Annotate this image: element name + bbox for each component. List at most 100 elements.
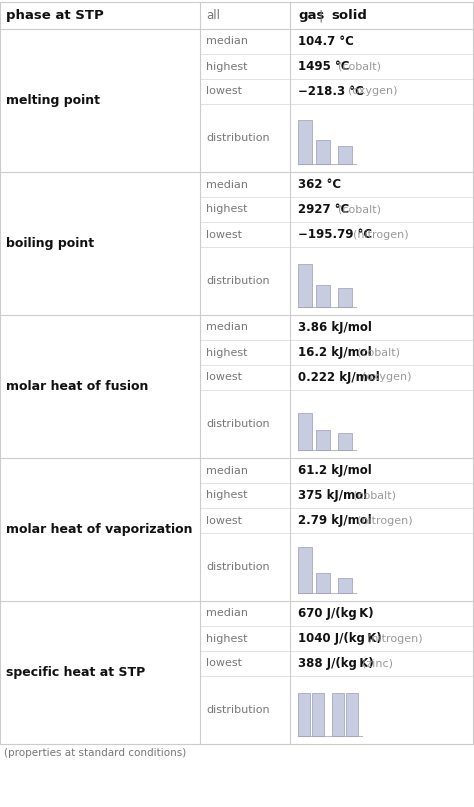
Text: highest: highest	[206, 348, 247, 358]
Bar	[0, 315, 200, 458]
Bar	[200, 626, 290, 651]
Bar	[290, 390, 474, 458]
Bar	[0, 2, 200, 29]
Bar	[200, 390, 290, 458]
Bar	[290, 340, 474, 365]
Bar	[290, 2, 474, 29]
Text: highest: highest	[206, 633, 247, 643]
Bar	[316, 285, 330, 307]
Text: molar heat of fusion: molar heat of fusion	[6, 380, 148, 393]
Text: specific heat at STP: specific heat at STP	[6, 666, 145, 679]
Bar	[316, 430, 330, 450]
Bar	[0, 458, 200, 601]
Text: highest: highest	[206, 204, 247, 215]
Text: (cobalt): (cobalt)	[338, 204, 381, 215]
Bar	[290, 315, 474, 340]
Bar	[290, 247, 474, 315]
Text: median: median	[206, 36, 248, 47]
Bar	[346, 693, 358, 736]
Bar	[290, 197, 474, 222]
Bar	[290, 651, 474, 676]
Bar	[200, 197, 290, 222]
Bar	[316, 573, 330, 593]
Bar	[200, 315, 290, 340]
Bar	[290, 79, 474, 104]
Text: distribution: distribution	[206, 133, 270, 143]
Bar	[290, 533, 474, 601]
Bar	[200, 54, 290, 79]
Text: 388 J/(kg K): 388 J/(kg K)	[298, 657, 374, 670]
Text: |: |	[319, 9, 323, 22]
Bar	[332, 693, 344, 736]
Bar	[200, 247, 290, 315]
Text: (cobalt): (cobalt)	[338, 61, 381, 72]
Bar	[0, 601, 200, 744]
Text: distribution: distribution	[206, 705, 270, 715]
Bar	[200, 2, 290, 29]
Bar	[338, 288, 352, 307]
Text: distribution: distribution	[206, 276, 270, 286]
Bar	[338, 433, 352, 450]
Text: molar heat of vaporization: molar heat of vaporization	[6, 523, 192, 536]
Bar	[316, 140, 330, 164]
Text: median: median	[206, 608, 248, 618]
Text: boiling point: boiling point	[6, 237, 94, 250]
Text: (properties at standard conditions): (properties at standard conditions)	[4, 748, 186, 758]
Bar	[290, 222, 474, 247]
Text: distribution: distribution	[206, 562, 270, 572]
Text: highest: highest	[206, 491, 247, 500]
Bar	[290, 601, 474, 626]
Bar	[200, 483, 290, 508]
Bar	[290, 365, 474, 390]
Text: 2927 °C: 2927 °C	[298, 203, 349, 216]
Text: distribution: distribution	[206, 419, 270, 429]
Bar	[290, 626, 474, 651]
Text: lowest: lowest	[206, 373, 242, 383]
Text: melting point: melting point	[6, 94, 100, 107]
Bar	[298, 119, 312, 164]
Text: highest: highest	[206, 61, 247, 72]
Bar	[298, 693, 310, 736]
Bar	[200, 533, 290, 601]
Text: (nitrogen): (nitrogen)	[367, 633, 423, 643]
Bar	[200, 79, 290, 104]
Text: lowest: lowest	[206, 659, 242, 668]
Text: 2.79 kJ/mol: 2.79 kJ/mol	[298, 514, 372, 527]
Bar	[298, 265, 312, 307]
Text: 16.2 kJ/mol: 16.2 kJ/mol	[298, 346, 372, 359]
Bar	[200, 676, 290, 744]
Text: phase at STP: phase at STP	[6, 9, 104, 22]
Text: median: median	[206, 323, 248, 332]
Bar	[290, 172, 474, 197]
Bar	[290, 483, 474, 508]
Text: gas: gas	[298, 9, 324, 22]
Text: 1040 J/(kg K): 1040 J/(kg K)	[298, 632, 382, 645]
Bar	[0, 172, 200, 315]
Text: median: median	[206, 466, 248, 475]
Text: 670 J/(kg K): 670 J/(kg K)	[298, 607, 374, 620]
Bar	[338, 146, 352, 164]
Bar	[298, 547, 312, 593]
Text: 3.86 kJ/mol: 3.86 kJ/mol	[298, 321, 372, 334]
Bar	[200, 222, 290, 247]
Bar	[290, 508, 474, 533]
Text: (cobalt): (cobalt)	[357, 348, 401, 358]
Bar	[200, 365, 290, 390]
Text: (cobalt): (cobalt)	[353, 491, 396, 500]
Bar	[200, 601, 290, 626]
Text: (oxygen): (oxygen)	[362, 373, 412, 383]
Bar	[200, 340, 290, 365]
Bar	[338, 579, 352, 593]
Bar	[200, 104, 290, 172]
Text: lowest: lowest	[206, 86, 242, 97]
Text: 362 °C: 362 °C	[298, 178, 341, 191]
Bar	[290, 458, 474, 483]
Text: (oxygen): (oxygen)	[348, 86, 397, 97]
Bar	[290, 54, 474, 79]
Text: lowest: lowest	[206, 229, 242, 240]
Text: 0.222 kJ/mol: 0.222 kJ/mol	[298, 371, 380, 384]
Bar	[200, 651, 290, 676]
Text: 1495 °C: 1495 °C	[298, 60, 349, 73]
Text: median: median	[206, 179, 248, 190]
Text: lowest: lowest	[206, 516, 242, 525]
